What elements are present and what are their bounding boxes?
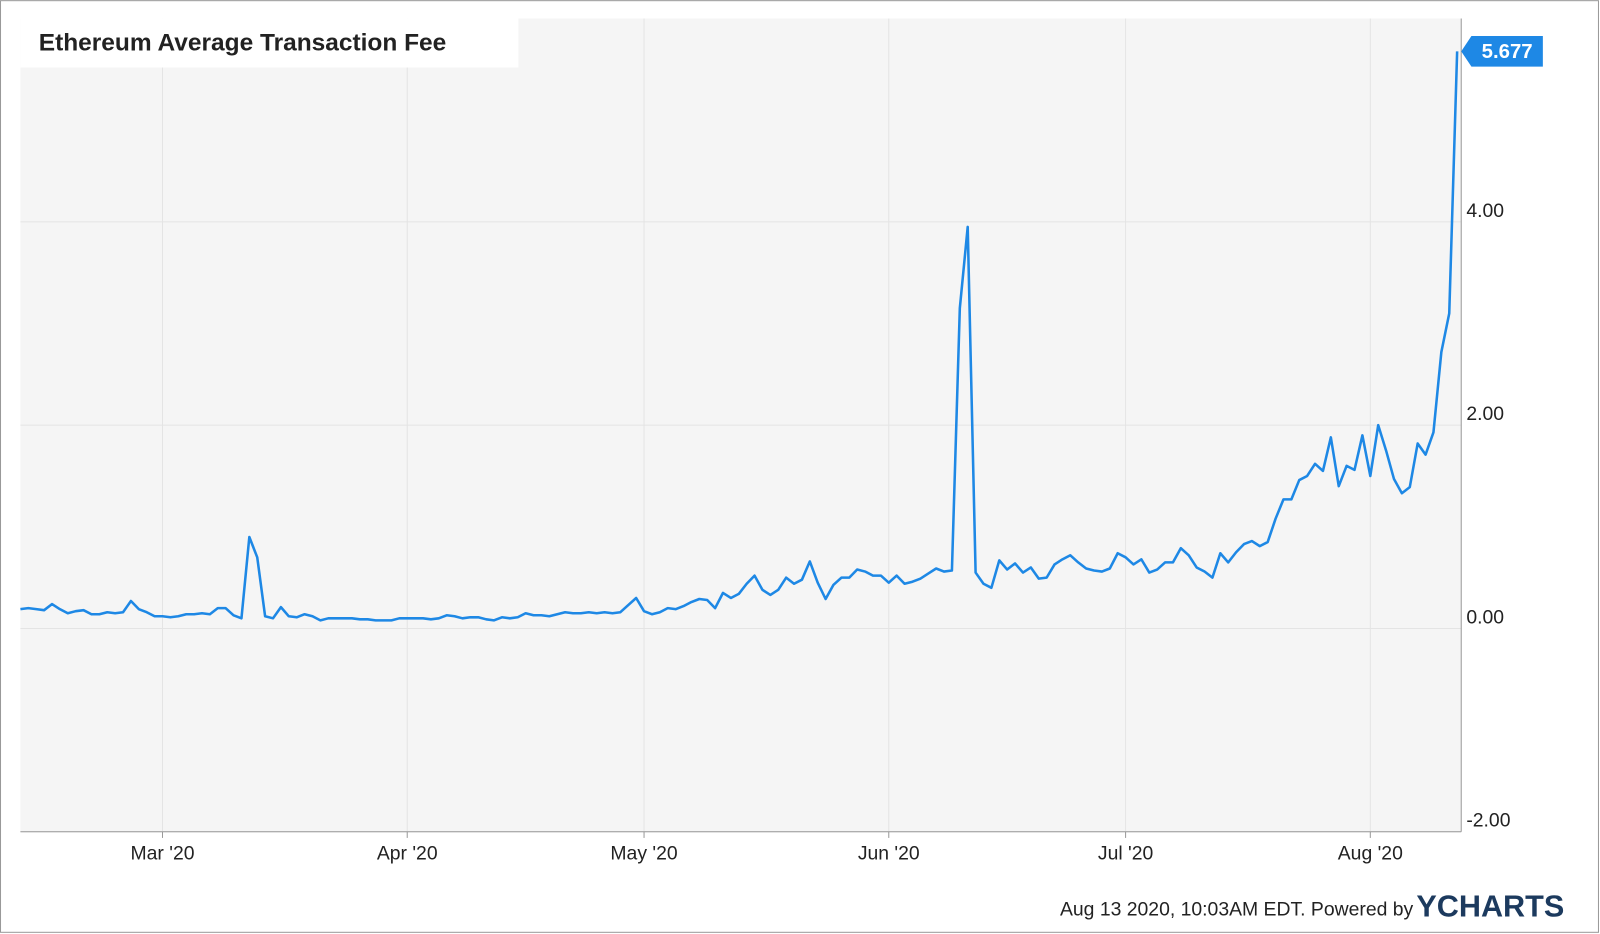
last-value-label: 5.677 <box>1482 41 1533 63</box>
y-tick-label: 0.00 <box>1466 606 1504 628</box>
marks: -2.00 0.00 2.00 4.00 Mar '20 Apr '20 May '20 Ju… <box>20 36 1543 864</box>
x-tick-label: May '20 <box>610 842 677 864</box>
grid <box>20 18 1462 833</box>
x-tick-label: Apr '20 <box>377 842 438 864</box>
y-tick-label: 4.00 <box>1466 200 1504 222</box>
x-tick-label: Aug '20 <box>1338 842 1403 864</box>
y-tick-label: -2.00 <box>1466 810 1510 832</box>
source-note: Aug 13 2020, 10:03AM EDT. Powered by <box>1060 898 1414 920</box>
last-value-tag <box>1461 36 1543 67</box>
brand-logo: YCHARTS <box>1416 889 1564 923</box>
y-tick-label: 2.00 <box>1466 403 1504 425</box>
chart-title: Ethereum Average Transaction Fee <box>39 30 447 57</box>
line <box>20 51 1459 622</box>
x-tick-label: Jul '20 <box>1098 842 1154 864</box>
title-box <box>20 18 519 68</box>
x-tick-label: Mar '20 <box>131 842 195 864</box>
x-tick-label: Jun '20 <box>858 842 920 864</box>
